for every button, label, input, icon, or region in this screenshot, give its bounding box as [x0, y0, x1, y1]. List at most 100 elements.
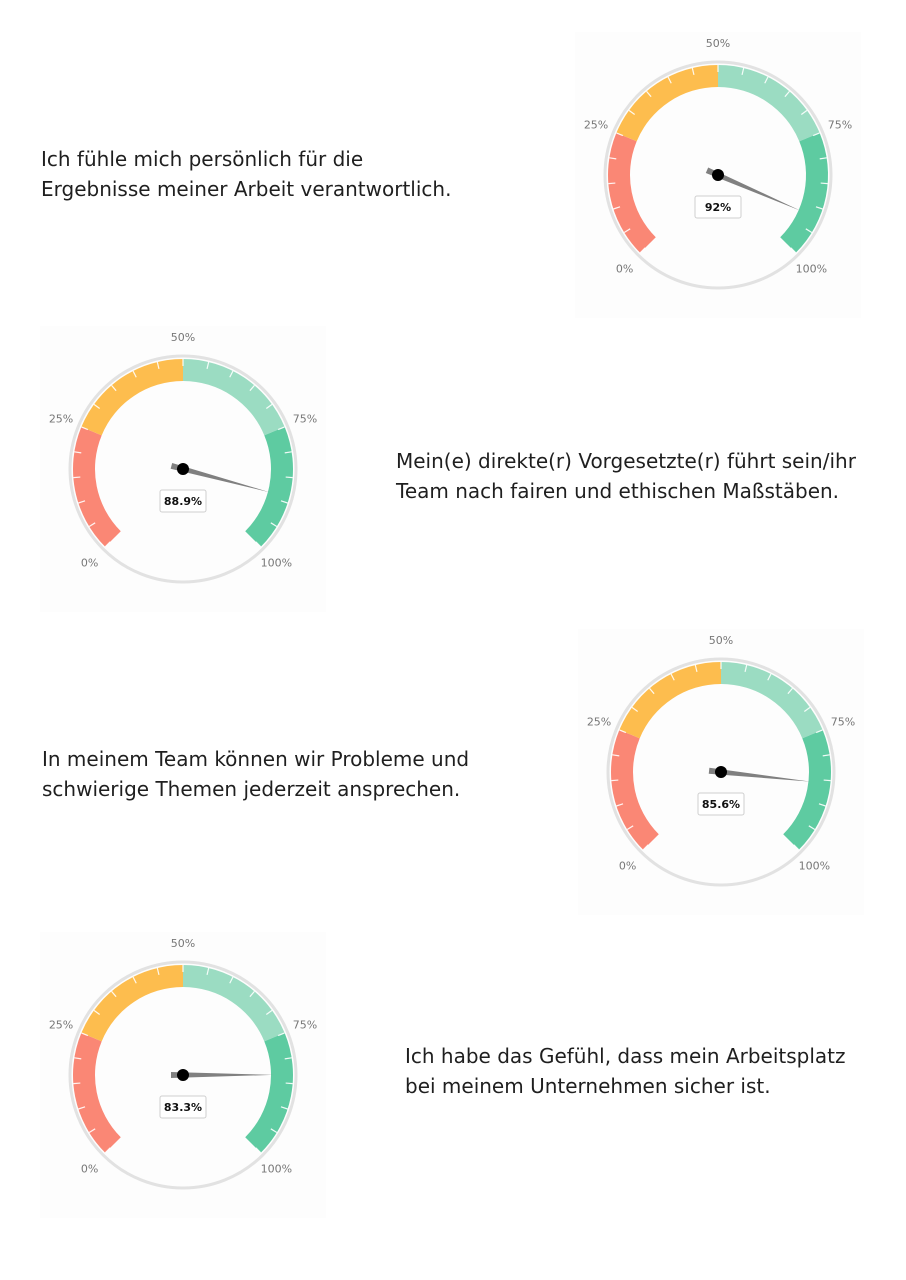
gauge-4-tick: [73, 1082, 81, 1085]
gauge-3-tick: [631, 706, 639, 712]
gauge-4-value-box: [159, 1095, 207, 1119]
gauge-3-tick: [744, 664, 748, 672]
gauge-2-tick: [156, 361, 160, 369]
gauge-2-tick: [111, 384, 117, 392]
gauge-1-tick: [790, 247, 797, 254]
gauge-2-tick: [74, 451, 82, 454]
gauge-1-tick: [639, 247, 646, 254]
gauge-3-needle: [708, 767, 811, 782]
gauge-4-tick: [285, 1082, 293, 1085]
gauge-4-tick: [229, 976, 234, 984]
gauge-2-tick-label: 0%: [81, 556, 98, 569]
gauge-4-tick: [156, 967, 160, 975]
gauge-1-tick-label: 50%: [706, 37, 730, 50]
gauge-2-needle-hub: [177, 463, 189, 475]
gauge-4-tick: [249, 990, 255, 998]
gauge-1-tick: [815, 206, 823, 210]
gauge-3-tick: [808, 825, 816, 830]
gauge-1-tick: [646, 90, 652, 98]
gauge-2-band-2: [81, 359, 183, 436]
gauge-1-band-4: [780, 132, 828, 253]
gauge-2-tick: [265, 403, 273, 409]
gauge-4-value-label: 83.3%: [164, 1101, 202, 1114]
gauge-1-value-label: 92%: [705, 201, 731, 214]
gauge-3-svg: 0% 25% 50% 75% 100% 85.6%: [587, 634, 855, 887]
gauge-1-tick-label: 100%: [796, 262, 827, 275]
gauge-2-tick: [255, 541, 262, 548]
gauge-4-tick-label: 25%: [49, 1018, 73, 1031]
statement-1-line-1: Ich fühle mich persönlich für die: [41, 147, 364, 171]
gauge-3-tick: [612, 754, 620, 757]
statement-2-line-1: Mein(e) direkte(r) Vorgesetzte(r) führt …: [396, 449, 856, 473]
gauge-3-tick: [670, 673, 675, 681]
gauge-1-tick: [741, 67, 745, 75]
gauge-2-tick: [88, 522, 96, 527]
gauge-2-tick: [78, 500, 86, 504]
gauge-2-tick: [206, 361, 210, 369]
statement-2-line-2: Team nach fairen und ethischen Maßstäben…: [396, 479, 840, 503]
gauge-3-band-3: [721, 662, 823, 739]
gauge-1-band-1: [608, 132, 656, 253]
gauge-1-tick-label: 25%: [584, 118, 608, 131]
gauge-3-tick: [787, 687, 793, 695]
gauge-1-tick: [764, 76, 769, 84]
gauge-3-tick-label: 100%: [799, 859, 830, 872]
gauge-4-band-4: [245, 1032, 293, 1153]
gauge-1-tick: [812, 132, 820, 137]
gauge-1-band-2: [616, 65, 718, 142]
gauge-4-tick: [93, 1009, 101, 1015]
gauge-3-value-box: [697, 792, 745, 816]
gauge-4-tick-label: 0%: [81, 1162, 98, 1175]
gauge-2-tick-label: 50%: [171, 331, 195, 344]
gauge-1-tick: [616, 132, 624, 137]
gauge-2-tick-label: 25%: [49, 412, 73, 425]
gauge-2-tick-label: 75%: [293, 412, 317, 425]
gauge-3-tick-label: 0%: [619, 859, 636, 872]
gauge-3: 0% 25% 50% 75% 100% 85.6%: [578, 629, 864, 915]
gauge-3-tick: [823, 779, 831, 782]
statement-3-line-2: schwierige Themen jederzeit ansprechen.: [42, 777, 461, 801]
gauge-3-tick: [649, 687, 655, 695]
gauge-3-tick: [815, 729, 823, 734]
gauge-1-tick-label: 75%: [828, 118, 852, 131]
gauge-1: 0% 25% 50% 75% 100% 92%: [575, 32, 861, 318]
gauge-1-tick: [800, 109, 808, 115]
gauge-4-tick: [81, 1032, 89, 1037]
gauge-3-tick: [626, 825, 634, 830]
gauge-4-tick: [88, 1128, 96, 1133]
gauge-4-band-3: [183, 965, 285, 1042]
gauge-2-tick: [73, 476, 81, 479]
gauge-4-needle: [170, 1072, 273, 1079]
gauge-3-tick: [694, 664, 698, 672]
statement-1: Ich fühle mich persönlich für die Ergebn…: [41, 144, 451, 204]
gauge-2-tick: [270, 522, 278, 527]
gauge-4-svg: 0% 25% 50% 75% 100% 83.3%: [49, 937, 317, 1190]
gauge-4-tick: [206, 967, 210, 975]
gauge-4-tick: [255, 1147, 262, 1154]
gauge-1-value-box: [694, 195, 742, 219]
gauge-1-tick: [613, 206, 621, 210]
gauge-4-needle-hub: [177, 1069, 189, 1081]
gauge-1-tick: [628, 109, 636, 115]
gauge-3-tick: [822, 754, 830, 757]
statement-2: Mein(e) direkte(r) Vorgesetzte(r) führt …: [396, 446, 856, 506]
statement-3: In meinem Team können wir Probleme und s…: [42, 744, 469, 804]
gauge-2-outer-ring: [68, 354, 298, 584]
gauge-3-tick-label: 75%: [831, 715, 855, 728]
gauge-4-tick: [104, 1147, 111, 1154]
gauge-4-tick: [132, 976, 137, 984]
gauge-2-value-label: 88.9%: [164, 495, 202, 508]
gauge-4-tick: [265, 1009, 273, 1015]
gauge-2-tick: [285, 476, 293, 479]
gauge-2-tick: [277, 426, 285, 431]
statement-1-line-2: Ergebnisse meiner Arbeit verantwortlich.: [41, 177, 452, 201]
gauge-4-tick: [284, 1057, 292, 1060]
gauge-2-band-4: [245, 426, 293, 547]
statement-4-line-2: bei meinem Unternehmen sicher ist.: [405, 1074, 771, 1098]
gauge-1-tick: [805, 228, 813, 233]
gauge-3-tick-label: 50%: [709, 634, 733, 647]
gauge-4-tick: [111, 990, 117, 998]
gauge-3-tick: [611, 779, 619, 782]
gauge-4-tick: [74, 1057, 82, 1060]
gauge-1-tick: [667, 76, 672, 84]
